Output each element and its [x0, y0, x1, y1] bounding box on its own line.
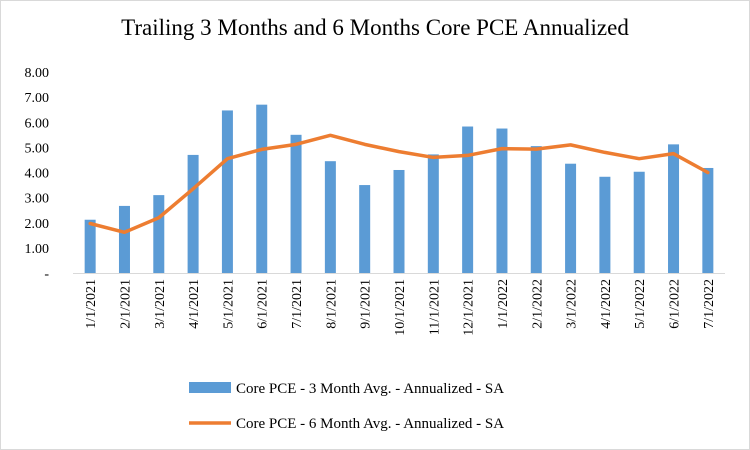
x-tick-label: 12/1/2021 — [462, 279, 477, 336]
y-tick-label: 5.00 — [25, 141, 50, 156]
x-tick-label: 3/1/2021 — [153, 279, 168, 329]
x-tick-label: 2/1/2022 — [530, 279, 545, 329]
y-tick-label: 8.00 — [25, 66, 50, 81]
y-tick-label: 7.00 — [25, 91, 50, 106]
x-tick-label: 5/1/2021 — [221, 279, 236, 329]
y-tick-label: - — [44, 267, 49, 282]
bar — [187, 154, 199, 273]
line-series — [88, 133, 710, 235]
bar — [324, 161, 336, 273]
bar — [530, 146, 542, 273]
bar — [633, 171, 645, 273]
x-tick-label: 3/1/2022 — [565, 279, 580, 329]
bar — [702, 167, 714, 273]
legend-label-line: Core PCE - 6 Month Avg. - Annualized - S… — [236, 416, 504, 432]
bar — [153, 195, 165, 273]
bar — [565, 163, 577, 273]
bar — [221, 110, 233, 273]
bar — [393, 169, 405, 273]
y-tick-label: 2.00 — [25, 217, 50, 232]
x-tick-label: 6/1/2021 — [256, 279, 271, 329]
x-tick-label: 10/1/2021 — [393, 279, 408, 336]
x-tick-label: 4/1/2021 — [187, 279, 202, 329]
bar — [256, 104, 268, 273]
bar — [118, 205, 130, 273]
bar — [359, 185, 371, 273]
x-tick-label: 5/1/2022 — [633, 279, 648, 329]
legend-label-bars: Core PCE - 3 Month Avg. - Annualized - S… — [236, 381, 504, 397]
y-tick-label: 4.00 — [25, 167, 50, 182]
bar — [84, 219, 96, 273]
x-tick-label: 4/1/2022 — [599, 279, 614, 329]
x-tick-label: 1/1/2021 — [84, 279, 99, 329]
bar — [668, 144, 680, 273]
bar — [599, 176, 611, 273]
bar — [290, 134, 302, 273]
bar — [496, 128, 508, 273]
x-tick-label: 9/1/2021 — [359, 279, 374, 329]
bar — [427, 154, 439, 273]
chart-title: Trailing 3 Months and 6 Months Core PCE … — [121, 15, 629, 40]
x-tick-label: 7/1/2022 — [702, 279, 717, 329]
y-tick-label: 3.00 — [25, 192, 50, 207]
x-tick-label: 8/1/2021 — [324, 279, 339, 329]
y-tick-label: 1.00 — [25, 242, 50, 257]
x-tick-label: 11/1/2021 — [427, 279, 442, 335]
x-tick-label: 6/1/2022 — [668, 279, 683, 329]
x-tick-label: 7/1/2021 — [290, 279, 305, 329]
x-tick-label: 2/1/2021 — [118, 279, 133, 329]
y-tick-label: 6.00 — [25, 116, 50, 131]
bar — [462, 126, 474, 274]
legend-swatch-bars — [189, 382, 231, 393]
x-tick-label: 1/1/2022 — [496, 279, 511, 329]
